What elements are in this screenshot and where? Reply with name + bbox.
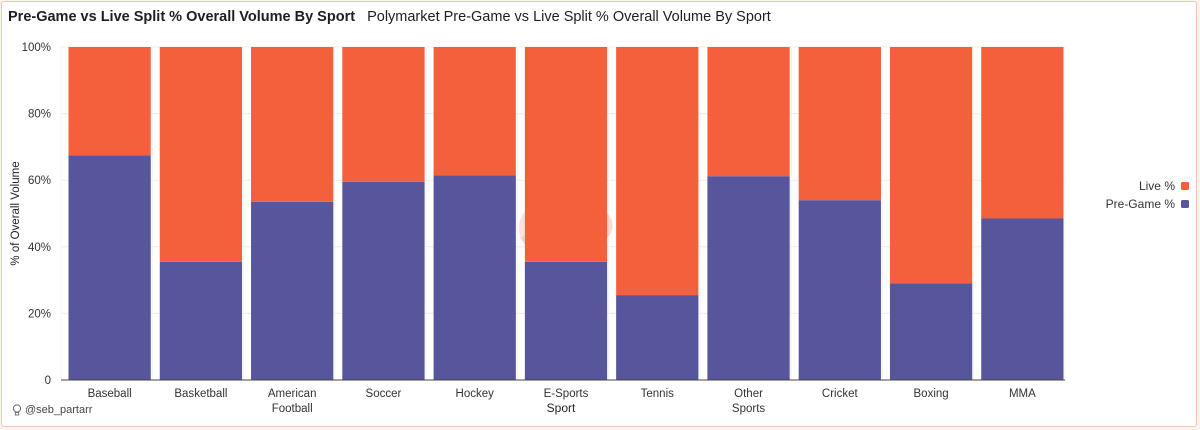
- chart-subtitle: Polymarket Pre-Game vs Live Split % Over…: [367, 9, 771, 25]
- legend-label: Live %: [1139, 179, 1175, 193]
- bar-live: [68, 47, 151, 156]
- y-tick-label: 0: [45, 375, 51, 387]
- bar-live: [433, 47, 516, 176]
- x-tick-label: Tennis: [641, 388, 674, 400]
- lightbulb-icon: [12, 404, 22, 416]
- x-tick-label: Sports: [732, 403, 765, 415]
- bar-live: [889, 47, 973, 284]
- x-tick-label: Other: [734, 388, 763, 400]
- author-handle: @seb_partarr: [25, 404, 93, 416]
- bar-live: [524, 47, 608, 262]
- x-tick-label: MMA: [1009, 388, 1036, 400]
- bar-pregame: [889, 283, 973, 380]
- x-tick-label: Basketball: [174, 388, 227, 400]
- bar-pregame: [251, 201, 334, 380]
- bar-pregame: [616, 295, 699, 380]
- y-axis-title: % of Overall Volume: [10, 161, 22, 265]
- bar-pregame: [68, 155, 151, 380]
- bar-live: [798, 47, 881, 201]
- legend-swatch: [1181, 182, 1189, 190]
- y-tick-label: 40%: [28, 242, 51, 254]
- y-tick-label: 60%: [28, 175, 51, 187]
- x-tick-label: Soccer: [366, 388, 402, 400]
- y-tick-label: 100%: [22, 42, 51, 54]
- bar-live: [251, 47, 334, 202]
- y-tick-label: 80%: [28, 109, 51, 121]
- y-tick-label: 20%: [28, 308, 51, 320]
- x-tick-label: American: [268, 388, 317, 400]
- legend-label: Pre-Game %: [1106, 197, 1176, 211]
- x-tick-label: Football: [272, 403, 313, 415]
- bar-pregame: [707, 176, 790, 380]
- x-tick-label: Cricket: [822, 388, 859, 400]
- x-axis-title: Sport: [547, 401, 576, 415]
- bar-live: [981, 47, 1064, 219]
- bar-pregame: [524, 261, 608, 380]
- bar-live: [616, 47, 699, 296]
- chart-title: Pre-Game vs Live Split % Overall Volume …: [8, 9, 356, 25]
- bar-pregame: [159, 261, 243, 380]
- bar-pregame: [981, 218, 1064, 380]
- legend-swatch: [1181, 200, 1189, 208]
- x-tick-label: Hockey: [456, 388, 495, 400]
- bar-live: [342, 47, 425, 182]
- bar-live: [707, 47, 790, 177]
- bar-pregame: [433, 175, 516, 380]
- author-credit: @seb_partarr: [12, 404, 92, 416]
- bar-live: [159, 47, 243, 262]
- bar-pregame: [798, 200, 881, 380]
- x-tick-label: Baseball: [88, 388, 132, 400]
- x-tick-label: E-Sports: [544, 388, 589, 400]
- x-tick-label: Boxing: [914, 388, 949, 400]
- chart-header: Pre-Game vs Live Split % Overall Volume …: [8, 9, 771, 29]
- bar-pregame: [342, 181, 425, 380]
